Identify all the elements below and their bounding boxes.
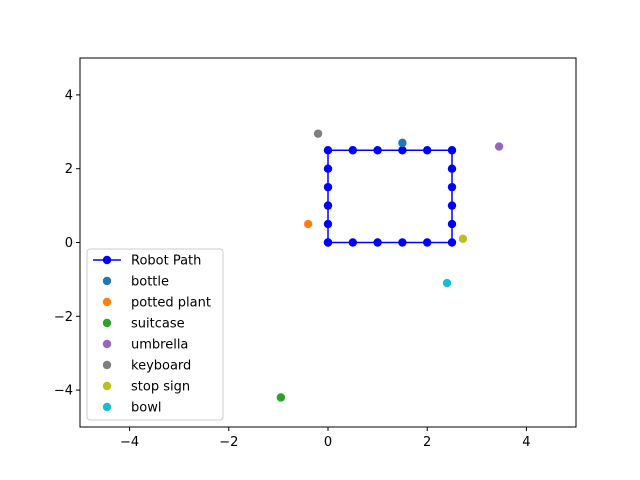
robot-path-point bbox=[398, 146, 407, 155]
robot-path-point bbox=[447, 164, 457, 173]
robot-path bbox=[323, 146, 457, 247]
robot-path-point bbox=[373, 146, 382, 155]
legend-box bbox=[86, 248, 224, 421]
legend: Robot Path bottle potted plant suitcase umbr… bbox=[86, 248, 224, 421]
robot-path-point bbox=[323, 219, 333, 229]
legend-marker bbox=[102, 381, 112, 391]
robot-path-point bbox=[447, 146, 457, 155]
robot-path-point bbox=[323, 146, 333, 155]
axis-ticks: −4 −2 0 2 4 −4 −2 0 2 4 bbox=[54, 88, 531, 450]
robot-path-point bbox=[373, 238, 382, 247]
robot-path-point bbox=[323, 164, 333, 173]
robot-path-point bbox=[323, 182, 333, 192]
object-point-umbrella bbox=[494, 142, 504, 151]
y-tick-label: 4 bbox=[65, 88, 73, 103]
legend-marker bbox=[102, 402, 112, 412]
y-tick-label: 2 bbox=[65, 162, 73, 177]
robot-path-point bbox=[398, 238, 407, 247]
y-tick-label: −4 bbox=[54, 384, 73, 399]
x-tick-label: −2 bbox=[219, 435, 238, 450]
robot-path-point bbox=[348, 238, 357, 247]
y-tick-label: 0 bbox=[65, 236, 73, 251]
object-point-suitcase bbox=[276, 393, 286, 402]
robot-path-point bbox=[323, 238, 333, 247]
x-tick-label: 0 bbox=[324, 435, 332, 450]
x-tick-label: −4 bbox=[120, 435, 139, 450]
object-point-bowl bbox=[442, 278, 452, 288]
legend-label: potted plant bbox=[131, 296, 211, 311]
legend-marker bbox=[102, 276, 112, 286]
y-tick-label: −2 bbox=[54, 310, 73, 325]
legend-label: keyboard bbox=[131, 359, 191, 374]
legend-label: suitcase bbox=[131, 317, 185, 332]
robot-path-point bbox=[423, 146, 432, 155]
legend-label: bottle bbox=[131, 275, 169, 290]
legend-marker bbox=[102, 255, 112, 265]
legend-marker bbox=[102, 360, 112, 370]
object-point-bottle bbox=[398, 138, 407, 148]
object-point-stop-sign bbox=[458, 234, 468, 244]
object-point-keyboard bbox=[313, 129, 323, 138]
legend-marker bbox=[102, 339, 112, 349]
x-tick-label: 4 bbox=[522, 435, 530, 450]
robot-path-point bbox=[348, 146, 357, 155]
x-tick-label: 2 bbox=[423, 435, 431, 450]
robot-path-point bbox=[447, 238, 457, 247]
legend-label: Robot Path bbox=[131, 254, 201, 269]
robot-path-point bbox=[447, 201, 457, 210]
legend-label: bowl bbox=[131, 401, 161, 416]
legend-marker bbox=[102, 297, 112, 307]
legend-marker bbox=[102, 318, 112, 328]
legend-label: umbrella bbox=[131, 338, 188, 353]
legend-label: stop sign bbox=[131, 380, 190, 395]
robot-path-point bbox=[323, 201, 333, 210]
robot-path-point bbox=[423, 238, 432, 247]
robot-path-point bbox=[447, 182, 457, 192]
object-point-potted-plant bbox=[303, 219, 313, 229]
object-points bbox=[276, 129, 504, 402]
robot-path-point bbox=[447, 219, 457, 229]
